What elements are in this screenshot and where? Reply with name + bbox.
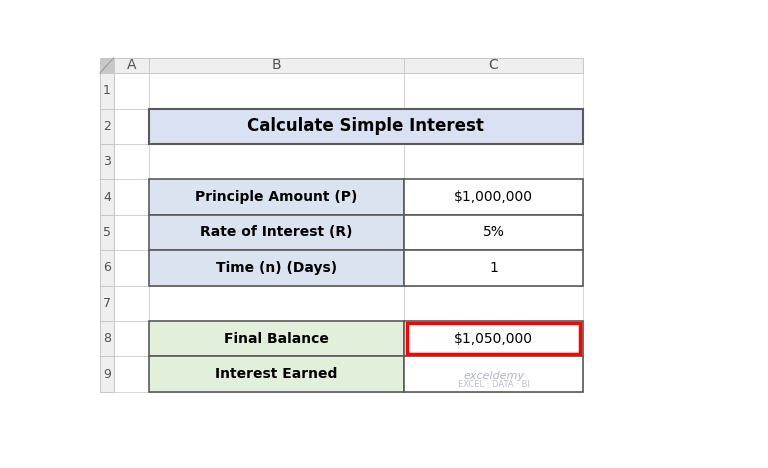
Bar xyxy=(405,250,583,285)
Text: Calculate Simple Interest: Calculate Simple Interest xyxy=(247,117,484,135)
Text: 9: 9 xyxy=(103,368,111,380)
Bar xyxy=(405,215,583,250)
Bar xyxy=(405,58,583,73)
Bar xyxy=(100,250,114,285)
Bar xyxy=(149,285,405,321)
Text: Rate of Interest (R): Rate of Interest (R) xyxy=(200,226,353,240)
Bar xyxy=(149,109,583,144)
Text: exceldemy: exceldemy xyxy=(463,371,524,381)
Bar xyxy=(114,73,149,109)
Text: 1: 1 xyxy=(103,84,111,97)
Bar xyxy=(114,285,149,321)
Text: 5%: 5% xyxy=(482,226,505,240)
Bar xyxy=(149,321,405,357)
Bar xyxy=(100,215,114,250)
Text: C: C xyxy=(488,58,498,73)
Bar xyxy=(149,357,405,392)
Text: Interest Earned: Interest Earned xyxy=(215,367,338,381)
Text: A: A xyxy=(127,58,136,73)
Bar xyxy=(114,109,149,144)
Bar xyxy=(149,250,405,285)
Text: $1,000,000: $1,000,000 xyxy=(454,190,533,204)
Bar xyxy=(405,285,583,321)
Bar xyxy=(114,58,149,73)
Bar xyxy=(405,357,583,392)
Text: 7: 7 xyxy=(103,297,111,310)
Bar xyxy=(405,144,583,179)
Text: EXCEL · DATA · BI: EXCEL · DATA · BI xyxy=(458,380,529,389)
Bar xyxy=(114,250,149,285)
Bar xyxy=(114,179,149,215)
Text: 2: 2 xyxy=(103,120,111,133)
Bar xyxy=(149,215,405,250)
Bar xyxy=(405,179,583,215)
Text: 5: 5 xyxy=(103,226,111,239)
Text: Principle Amount (P): Principle Amount (P) xyxy=(195,190,358,204)
Bar xyxy=(114,321,149,357)
Bar xyxy=(407,323,581,354)
Bar xyxy=(100,73,114,109)
Bar xyxy=(100,357,114,392)
Text: 1: 1 xyxy=(489,261,498,275)
Text: $1,050,000: $1,050,000 xyxy=(454,332,533,346)
Bar xyxy=(100,321,114,357)
Text: Final Balance: Final Balance xyxy=(224,332,329,346)
Bar xyxy=(149,321,405,357)
Bar xyxy=(149,179,405,215)
Bar xyxy=(149,357,405,392)
Bar xyxy=(405,73,583,109)
Bar xyxy=(100,144,114,179)
Bar xyxy=(100,109,114,144)
Text: 6: 6 xyxy=(103,262,111,274)
Bar xyxy=(405,215,583,250)
Bar xyxy=(100,179,114,215)
Bar xyxy=(405,250,583,285)
Bar xyxy=(114,144,149,179)
Bar xyxy=(405,179,583,215)
Bar xyxy=(100,58,114,73)
Text: B: B xyxy=(272,58,281,73)
Bar xyxy=(149,144,405,179)
Bar xyxy=(149,215,405,250)
Text: 8: 8 xyxy=(103,332,111,345)
Bar xyxy=(149,250,405,285)
Bar xyxy=(100,285,114,321)
Bar xyxy=(149,73,405,109)
Bar xyxy=(405,321,583,357)
Text: 3: 3 xyxy=(103,155,111,168)
Bar xyxy=(405,357,583,392)
Bar xyxy=(149,179,405,215)
Bar xyxy=(114,215,149,250)
Bar xyxy=(149,109,405,144)
Text: Time (n) (Days): Time (n) (Days) xyxy=(216,261,337,275)
Bar xyxy=(114,357,149,392)
Text: 4: 4 xyxy=(103,190,111,204)
Bar xyxy=(149,58,405,73)
Bar xyxy=(405,321,583,357)
Bar xyxy=(405,109,583,144)
